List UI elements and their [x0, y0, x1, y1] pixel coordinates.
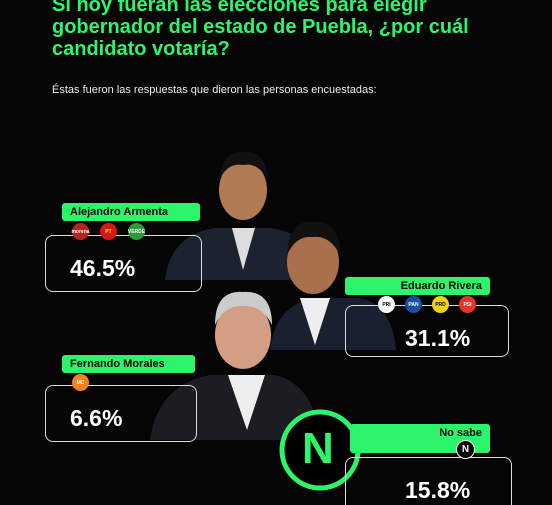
result: 31.1% — [405, 325, 471, 351]
party-logo: VERDE — [128, 223, 145, 240]
title: Si hoy fueran las elecciones para elegir… — [52, 0, 469, 60]
result: 15.8% — [405, 477, 471, 503]
candidate-name: No sabe — [350, 424, 490, 453]
party-logo: MC — [72, 374, 89, 391]
result: 46.5% — [70, 255, 136, 281]
photo-rivera — [270, 221, 396, 350]
party-logo: PAN — [405, 296, 422, 313]
subtitle: Éstas fueron las respuestas que dieron l… — [52, 84, 377, 96]
result-box — [45, 235, 202, 292]
no-sabe-letter: N — [302, 424, 334, 473]
party-logo: N — [456, 440, 475, 459]
photo-armenta — [165, 151, 322, 280]
party-logo: PSI — [459, 296, 476, 313]
result-box — [345, 305, 509, 357]
result-box — [45, 385, 197, 442]
photo-morales — [150, 291, 320, 440]
candidate-name: Fernando Morales — [62, 355, 195, 373]
party-logo: morena — [71, 223, 90, 240]
result: 6.6% — [70, 405, 123, 431]
candidate-name: Eduardo Rivera — [345, 277, 490, 295]
candidate-name: Alejandro Armenta — [62, 203, 200, 221]
party-logo: PRD — [432, 296, 449, 313]
party-logo: PT — [100, 223, 117, 240]
result-box — [345, 457, 512, 505]
party-logo: PRI — [378, 296, 395, 313]
